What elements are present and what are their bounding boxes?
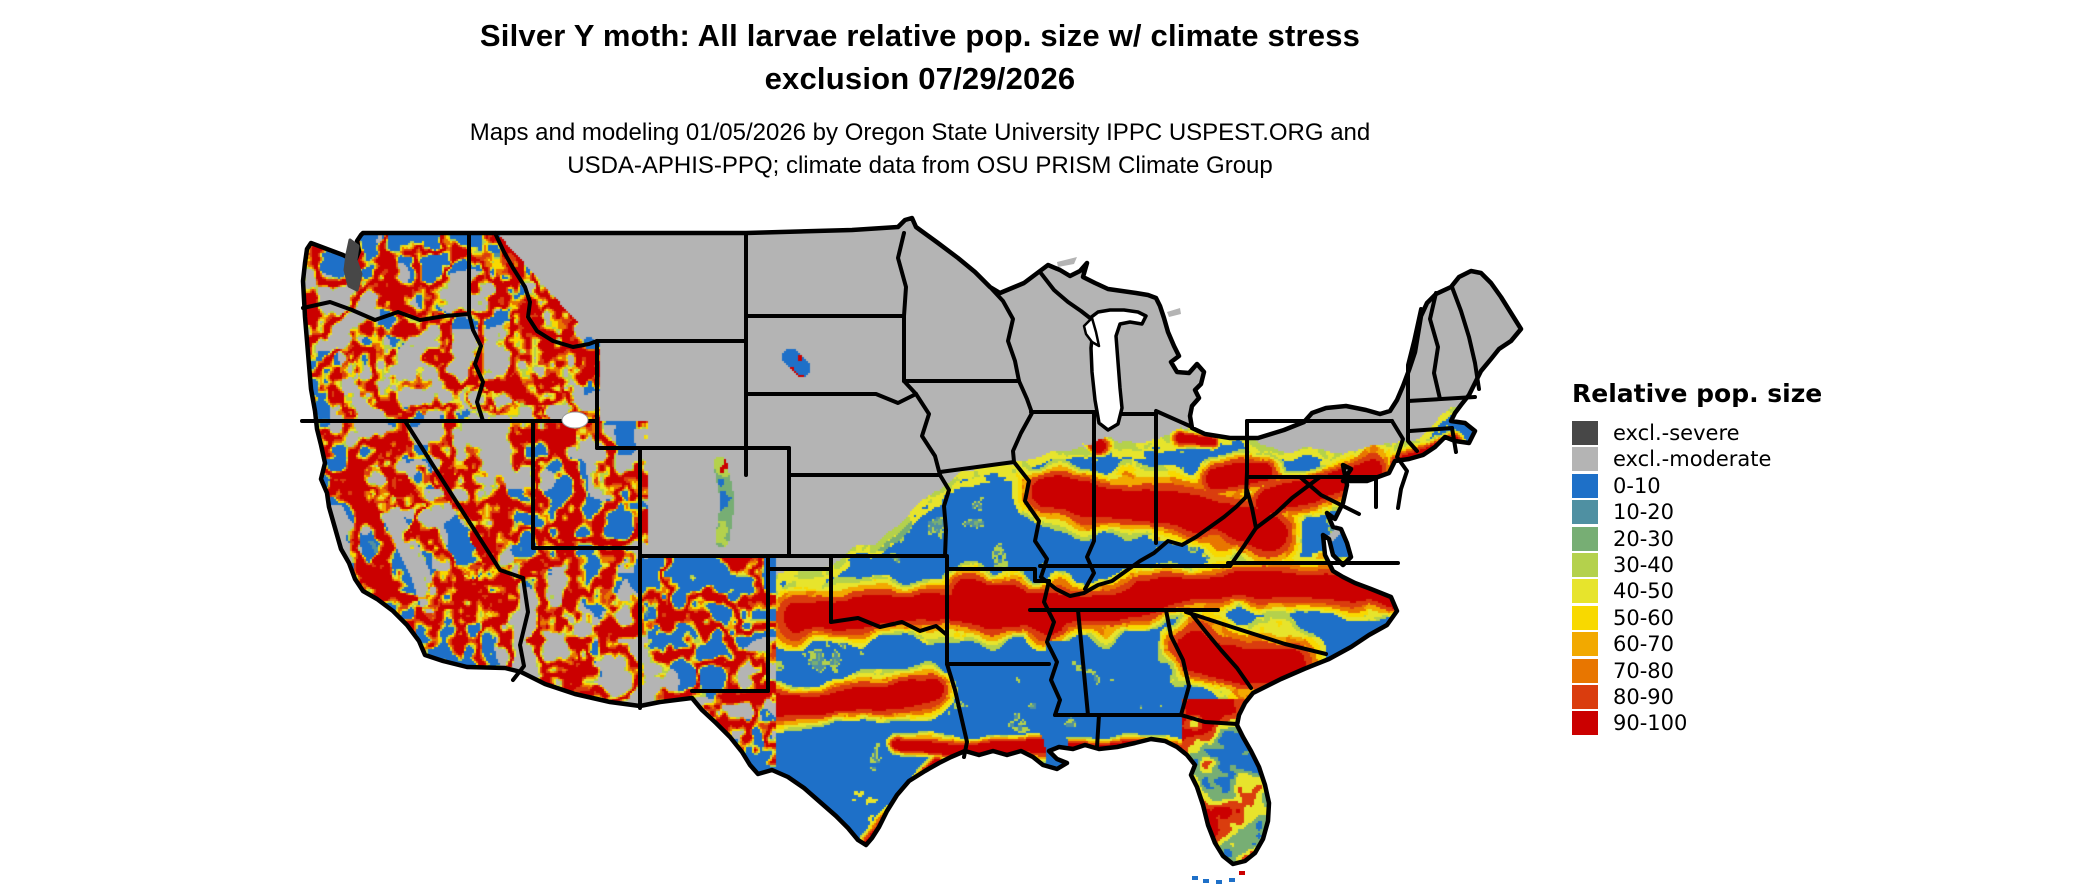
state-border-line (1164, 608, 1191, 717)
legend-item: excl.-moderate (1572, 447, 1872, 472)
state-border-line (1188, 610, 1253, 690)
legend-swatch (1572, 711, 1598, 736)
puget-sound-severe-zone (343, 238, 363, 292)
legend-item-label: 30-40 (1613, 552, 1675, 577)
legend-item: 10-20 (1572, 500, 1872, 525)
florida-keys-dot (1229, 878, 1235, 882)
state-border-line (1154, 409, 1194, 429)
legend-item: 0-10 (1572, 473, 1872, 498)
legend-item-label: excl.-severe (1613, 421, 1740, 445)
state-border-line (1428, 291, 1442, 401)
state-border-line (938, 460, 1016, 474)
state-border-line (896, 231, 908, 318)
legend-item-label: 90-100 (1613, 711, 1688, 736)
state-border-line (914, 392, 942, 477)
state-border-line (1053, 713, 1101, 749)
florida-keys-dot (1192, 876, 1198, 880)
legend-items: excl.-severe excl.-moderate 0-10 10-20 20-30… (1572, 421, 1872, 736)
green-bay (1082, 316, 1101, 348)
page-title-line2: exclusion 07/29/2026 (764, 61, 1076, 96)
legend-item: 80-90 (1572, 684, 1872, 709)
state-border-line (1450, 285, 1481, 391)
state-border-line (1039, 470, 1249, 598)
subtitle-line1: Maps and modeling 01/05/2026 by Oregon S… (469, 119, 1371, 146)
state-border-line (531, 546, 948, 558)
canada-shore-sliver (1167, 308, 1181, 317)
state-border-line (1390, 419, 1409, 510)
state-border-line (938, 473, 951, 558)
state-border-line (1254, 475, 1322, 530)
legend-item: 20-30 (1572, 526, 1872, 551)
legend-swatch (1572, 552, 1598, 577)
state-border-line (829, 616, 949, 637)
florida-keys-dot (1216, 880, 1222, 884)
state-border-line (403, 419, 525, 580)
state-border-line (493, 231, 599, 349)
legend-swatch (1572, 421, 1598, 445)
legend-swatch (1572, 447, 1598, 472)
legend-title: Relative pop. size (1572, 379, 1823, 408)
state-border-line (744, 392, 918, 405)
state-border-line (1184, 610, 1328, 656)
legend-item: excl.-severe (1572, 421, 1872, 445)
state-border-line (945, 567, 1051, 583)
legend-item-label: 50-60 (1613, 605, 1675, 630)
state-border-line (467, 312, 485, 423)
legend-item: 70-80 (1572, 658, 1872, 683)
state-border-line (1012, 460, 1049, 579)
legend-swatch (1572, 526, 1598, 551)
population-raster-canvas (230, 155, 1570, 895)
legend-swatch (1572, 658, 1598, 683)
state-border-line (1083, 410, 1096, 591)
legend-item-label: 70-80 (1613, 658, 1675, 683)
great-salt-lake (561, 411, 589, 429)
legend-swatch (1572, 632, 1598, 657)
lake-michigan (1088, 308, 1148, 432)
legend-item: 90-100 (1572, 711, 1872, 736)
legend-item-label: 80-90 (1613, 684, 1675, 709)
legend-swatch (1572, 473, 1598, 498)
florida-keys-dot (1239, 871, 1245, 875)
legend-item: 40-50 (1572, 579, 1872, 604)
us-outline (300, 215, 1524, 867)
state-border-line (945, 662, 969, 759)
state-border-line (301, 300, 471, 322)
page-title-line1: Silver Y moth: All larvae relative pop. … (479, 18, 1361, 53)
legend-swatch (1572, 684, 1598, 709)
legend-item-label: 10-20 (1613, 500, 1675, 525)
legend-item-label: excl.-moderate (1613, 447, 1772, 472)
legend-item-label: 20-30 (1613, 526, 1675, 551)
state-border-line (1042, 579, 1062, 717)
canada-shore-sliver (1057, 257, 1077, 267)
legend-swatch (1572, 579, 1598, 604)
florida-keys-dot (1203, 879, 1209, 883)
legend-item: 60-70 (1572, 632, 1872, 657)
state-border-line (902, 379, 918, 396)
legend-item-label: 40-50 (1613, 579, 1675, 604)
us-map (230, 155, 1570, 895)
legend-item: 30-40 (1572, 552, 1872, 577)
state-border-line (1011, 379, 1034, 464)
legend-swatch (1572, 605, 1598, 630)
state-border-line (511, 576, 530, 682)
legend-item: 50-60 (1572, 605, 1872, 630)
state-border-line (988, 285, 1021, 383)
legend-item-label: 0-10 (1613, 473, 1661, 498)
legend-swatch (1572, 500, 1598, 525)
state-border-line (1179, 713, 1239, 726)
state-border-line (1408, 426, 1454, 433)
state-borders-overlay (300, 215, 1524, 884)
state-border-line (1038, 270, 1092, 320)
legend: Relative pop. size excl.-severe excl.-mod… (1572, 379, 1872, 738)
state-border-line (1076, 608, 1090, 717)
legend-item-label: 60-70 (1613, 632, 1675, 657)
